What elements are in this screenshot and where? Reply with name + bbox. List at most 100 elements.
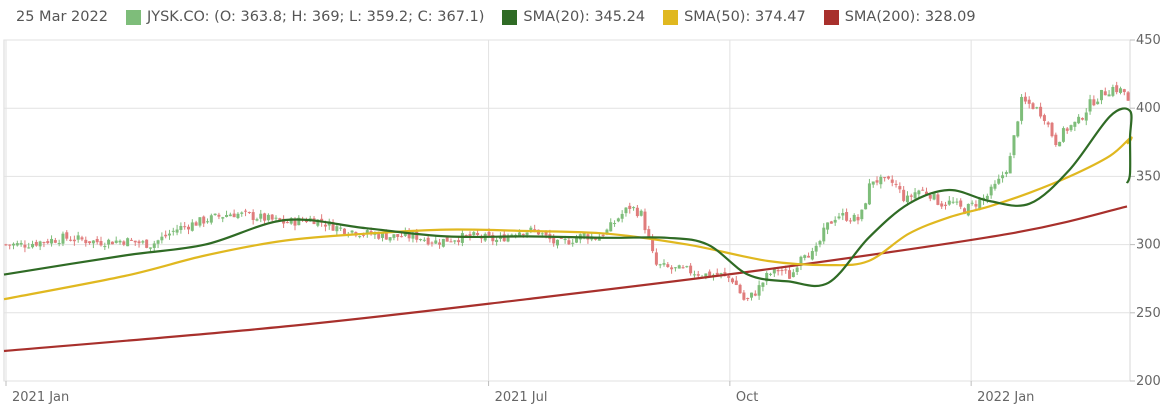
candle-body [57,242,61,244]
candle-body [457,240,461,243]
legend-swatch-sma200 [823,9,839,25]
sma50-line [3,136,1133,301]
candle-body [411,232,415,239]
candle-body [860,209,864,220]
candle-body [190,222,194,231]
candle-body [506,235,510,242]
candle-body [883,177,887,179]
candle-body [259,213,263,219]
y-tick-label: 300 [1136,238,1161,253]
candle-body [236,213,240,219]
candle-body [476,232,480,235]
candle-body [129,239,133,241]
legend-item-ohlc[interactable]: JYSK.CO: (O: 363.8; H: 369; L: 359.2; C:… [125,9,484,25]
candle-body [133,240,137,243]
candle-body [392,234,396,238]
candle-body [658,264,662,266]
candle-body [974,204,978,207]
candle-body [453,240,457,242]
candle-body [27,247,31,249]
candle-body [403,231,407,236]
candle-body [213,213,217,216]
candle-body [396,234,400,237]
legend-swatch-ohlc [125,9,141,25]
candle-body [1027,99,1031,104]
candle-body [487,231,491,236]
candle-body [449,241,453,243]
candle-body [297,217,301,226]
candle-body [289,218,293,224]
candle-body [445,236,449,242]
candle-body [12,243,16,246]
candle-body [502,234,506,242]
candle-body [206,221,210,223]
candle-body [179,225,183,230]
candle-body [970,202,974,204]
candle-body [1099,89,1103,101]
legend-item-sma50[interactable]: SMA(50): 374.47 [663,9,806,25]
candle-body [358,236,362,238]
candle-body [540,233,544,235]
candle-body [278,218,282,221]
candle-body [837,216,841,219]
candle-body [936,194,940,205]
candle-body [555,239,559,246]
candle-body [88,241,92,244]
candle-body [788,270,792,279]
candle-body [126,238,130,247]
candle-body [1077,116,1081,124]
candle-body [225,215,229,217]
candle-body [525,232,529,236]
candle-body [856,216,860,221]
candle-body [814,245,818,252]
candle-body [316,219,320,226]
candle-body [247,211,251,214]
y-tick-label: 400 [1136,101,1161,116]
candle-body [198,217,202,226]
candle-body [529,227,533,231]
candle-body [643,211,647,231]
legend-item-sma20[interactable]: SMA(20): 345.24 [502,9,645,25]
candle-body [616,218,620,222]
candle-body [902,189,906,201]
candle-body [1107,94,1111,97]
candle-body [559,237,563,239]
candle-body [947,200,951,205]
candle-body [651,237,655,252]
candle-body [350,230,354,233]
candle-body [1103,91,1107,96]
candle-body [567,240,571,245]
candle-body [1096,101,1100,105]
candle-body [867,183,871,205]
candle-body [103,246,107,248]
legend-item-sma200[interactable]: SMA(200): 328.09 [823,9,976,25]
candle-body [951,201,955,203]
candle-body [255,219,259,221]
candle-body [426,237,430,245]
candle-body [361,234,365,236]
candle-body [810,251,814,260]
legend-swatch-sma50 [663,9,679,25]
candle-body [304,220,308,223]
candle-body [940,203,944,207]
candle-body [270,214,274,220]
candle-body [164,234,168,237]
candle-body [148,247,152,249]
candle-body [1001,175,1005,179]
candle-body [966,203,970,216]
candle-body [1054,134,1058,146]
candle-body [1088,99,1092,112]
candle-body [544,231,548,236]
candle-body [708,271,712,277]
candle-body [654,252,658,265]
legend-sma200-text: SMA(200): 328.09 [844,9,976,25]
candle-body [753,293,757,296]
candle-body [871,181,875,185]
candle-body [472,232,476,236]
candle-body [894,183,898,185]
candle-body [776,269,780,272]
candle-body [46,241,50,244]
candle-body [419,239,423,241]
candle-body [491,234,495,242]
